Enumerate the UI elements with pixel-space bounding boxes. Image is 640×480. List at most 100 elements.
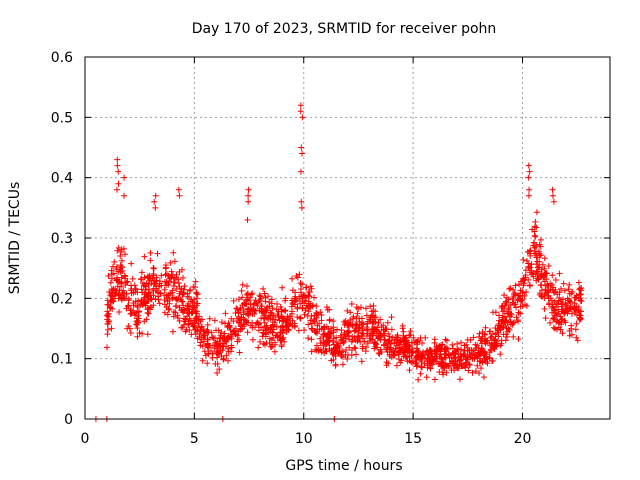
data-point [337,351,344,358]
data-point [355,305,362,312]
data-point [374,324,381,331]
data-point [126,325,133,332]
data-point [410,348,417,355]
data-point [294,313,301,320]
data-point [442,336,449,343]
x-tick-label: 10 [295,431,313,447]
data-point [117,252,124,259]
data-point [272,316,279,323]
data-point [340,335,347,342]
data-point [565,286,572,293]
data-point [120,245,127,252]
data-point [114,162,121,169]
data-point [410,334,417,341]
data-point [187,286,194,293]
data-point [552,286,559,293]
data-point [268,343,275,350]
data-point [576,314,583,321]
data-point [190,323,197,330]
data-point [118,257,125,264]
data-point [505,325,512,332]
data-point [388,314,395,321]
data-point [116,309,123,316]
data-point [396,344,403,351]
data-point [330,318,337,325]
data-point [352,345,359,352]
data-point [221,330,228,337]
data-point [273,323,280,330]
data-point [358,315,365,322]
data-point [263,340,270,347]
data-point [272,341,279,348]
data-point [535,271,542,278]
data-point [115,244,122,251]
data-point [464,336,471,343]
data-point [444,346,451,353]
data-point [152,204,159,211]
data-point [289,322,296,329]
data-point [441,364,448,371]
data-point [227,348,234,355]
data-point [488,333,495,340]
data-point [142,302,149,309]
data-point [540,274,547,281]
data-point [400,353,407,360]
data-point [414,362,421,369]
data-point [288,310,295,317]
data-point [299,114,306,121]
data-point [506,285,513,292]
data-point [248,306,255,313]
data-point [135,315,142,322]
data-point [409,359,416,366]
data-point [363,312,370,319]
data-point [255,321,262,328]
data-point [184,305,191,312]
data-point [533,224,540,231]
data-point [257,293,264,300]
data-point [384,319,391,326]
data-point [291,301,298,308]
data-point [479,345,486,352]
data-point [317,340,324,347]
data-point [439,341,446,348]
data-point [348,352,355,359]
data-point [176,317,183,324]
data-point [474,342,481,349]
data-point [465,367,472,374]
data-point [386,353,393,360]
data-point [332,362,339,369]
data-point [105,272,112,279]
data-point [335,349,342,356]
data-point [431,376,438,383]
data-point [403,354,410,361]
data-point [426,347,433,354]
data-point [372,314,379,321]
data-point [530,270,537,277]
data-point [383,362,390,369]
data-point [214,370,221,377]
data-point [558,285,565,292]
data-point [186,327,193,334]
data-point [286,315,293,322]
data-point [297,102,304,109]
data-point [147,295,154,302]
data-point [150,264,157,271]
data-point [487,346,494,353]
data-point [572,326,579,333]
data-point [418,363,425,370]
data-point [297,315,304,322]
data-point [167,259,174,266]
data-point [538,287,545,294]
data-point [542,315,549,322]
data-point [381,326,388,333]
data-point [413,363,420,370]
data-point [484,338,491,345]
data-point [363,326,370,333]
data-point [506,327,513,334]
data-point [118,263,125,270]
data-point [368,308,375,315]
data-point [458,353,465,360]
data-point [456,376,463,383]
data-point [175,186,182,193]
data-point [375,350,382,357]
